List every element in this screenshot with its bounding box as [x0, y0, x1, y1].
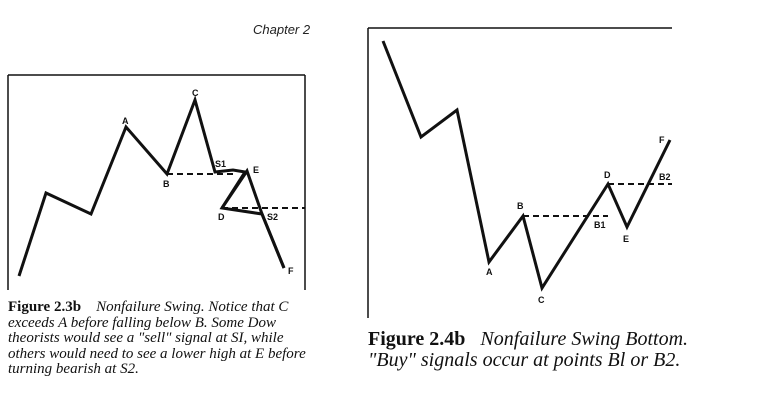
point-label-b: B — [517, 201, 524, 211]
chapter-header: Chapter 2 — [253, 22, 311, 37]
signal-label-s2: S2 — [267, 212, 278, 222]
point-label-c: C — [192, 88, 199, 98]
point-label-e: E — [623, 234, 629, 244]
point-label-f: F — [659, 135, 665, 145]
figure-right-label: Figure 2.4b — [368, 328, 466, 350]
figure-right-caption-text: Nonfailure Swing Bottom. "Buy" signals o… — [368, 328, 689, 371]
figure-right-caption: Figure 2.4b Nonfailure Swing Bottom. "Bu… — [368, 329, 708, 371]
price-swing-line — [17, 95, 286, 277]
figure-left-diagram: A B C D E F S1 S2 — [7, 74, 306, 290]
figure-right-diagram: A B C D E F B1 B2 — [367, 27, 672, 318]
point-label-f: F — [288, 266, 294, 276]
point-label-b: B — [163, 179, 170, 189]
point-label-d: D — [604, 170, 611, 180]
point-label-d: D — [218, 212, 225, 222]
point-label-c: C — [538, 295, 545, 305]
figure-left-caption: Figure 2.3b Nonfailure Swing. Notice tha… — [8, 299, 313, 378]
figure-left-caption-text: Nonfailure Swing. Notice that C exceeds … — [8, 299, 306, 377]
figure-left-label: Figure 2.3b — [8, 299, 82, 315]
point-label-a: A — [122, 116, 129, 126]
point-label-e: E — [253, 165, 259, 175]
signal-label-s1: S1 — [215, 159, 226, 169]
signal-label-b2: B2 — [659, 172, 671, 182]
price-swing-line — [381, 40, 672, 292]
signal-label-b1: B1 — [594, 220, 606, 230]
price-swing-line-tail — [220, 167, 286, 269]
point-label-a: A — [486, 267, 493, 277]
